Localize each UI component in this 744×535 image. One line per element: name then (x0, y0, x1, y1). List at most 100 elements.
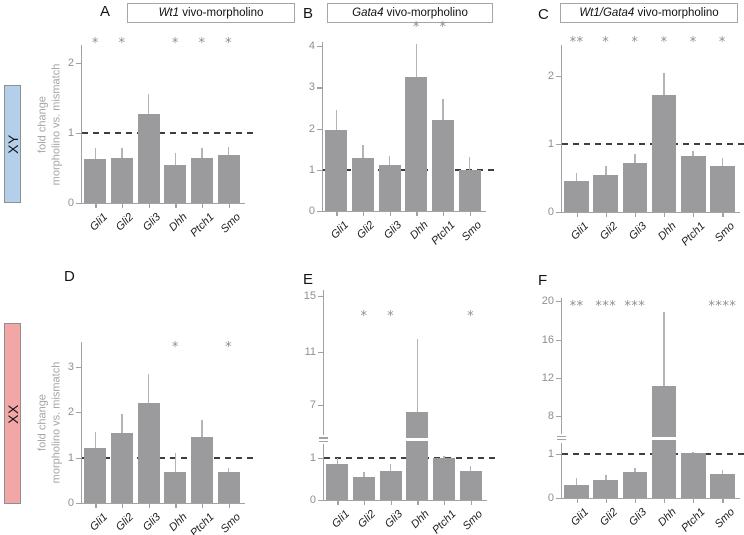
x-tick-mark (693, 213, 695, 217)
error-bar (443, 455, 445, 459)
x-tick-label: Smo (460, 508, 486, 533)
error-bar (721, 157, 724, 167)
x-tick-label: Ptch1 (188, 211, 217, 240)
panel-b-plot: 0 1 2 3 4 Gli1 Gli2 Gli3 Dhh * Ptch1 * Smo (309, 21, 497, 247)
significance-stars: * (412, 19, 420, 35)
error-bar (442, 99, 444, 122)
panel-e-plot: 0 1 7 11 15 Gli1 Gli2 * Gli3 * Dhh Ptch1 Smo * (304, 290, 498, 535)
x-tick-mark (469, 212, 471, 216)
bar-Smo (217, 155, 240, 203)
y-tick-mark (318, 351, 323, 354)
x-axis-line (322, 211, 486, 213)
y-tick-mark (318, 458, 323, 460)
x-tick-label: Dhh (167, 211, 190, 234)
panel-letter-f: F (538, 272, 548, 289)
x-tick-mark (389, 212, 391, 216)
y-tick-label: 15 (303, 290, 316, 303)
x-tick-label: Gli2 (356, 508, 379, 531)
error-bar (634, 154, 636, 165)
error-bar (663, 73, 665, 97)
bar-Gli1 (84, 447, 107, 503)
x-tick-mark (122, 504, 124, 508)
significance-stars: * (198, 35, 206, 51)
bar-Dhh (406, 412, 429, 500)
y-tick-label: 2 (67, 57, 74, 69)
x-tick-mark (693, 499, 695, 503)
y-tick-mark (317, 128, 322, 131)
x-tick-mark (443, 212, 445, 216)
y-tick-mark (317, 211, 322, 213)
y-tick-label: 0 (547, 492, 554, 504)
x-tick-mark (634, 499, 637, 503)
error-bar (362, 145, 364, 159)
y-tick-mark (556, 378, 561, 380)
x-tick-label: Dhh (167, 511, 190, 534)
y-tick-label: 1 (547, 448, 554, 460)
error-bar (147, 373, 150, 405)
bar-Gli2 (110, 432, 134, 503)
error-bar (604, 475, 607, 481)
y-tick-label: 16 (541, 334, 554, 346)
x-tick-mark (722, 213, 724, 217)
bar-Ptch1 (190, 437, 214, 503)
x-tick-label: Gli1 (568, 506, 592, 529)
y-tick-mark (556, 301, 561, 303)
x-tick-mark (363, 212, 365, 216)
y-tick-label: 3 (67, 360, 74, 373)
x-tick-mark (470, 501, 472, 505)
significance-stars: *** (624, 299, 646, 314)
x-tick-label: Gli1 (328, 219, 351, 242)
significance-stars: * (631, 35, 639, 51)
y-tick-mark (318, 500, 323, 502)
error-bar (363, 472, 365, 478)
x-tick-mark (148, 504, 150, 508)
x-tick-label: Gli1 (87, 211, 110, 234)
error-bar (468, 156, 471, 172)
error-bar (469, 465, 472, 472)
bar-Dhh (164, 164, 187, 203)
error-bar (201, 148, 203, 159)
significance-stars: * (718, 35, 726, 51)
error-bar (634, 468, 636, 474)
bar-Gli2 (352, 476, 376, 500)
x-tick-mark (175, 504, 177, 508)
x-tick-label: Dhh (655, 506, 679, 529)
x-tick-label: Smo (459, 219, 485, 244)
x-tick-label: Gli2 (355, 219, 378, 242)
panel-title-b-rest: vivo-morpholino (383, 7, 468, 19)
error-bar (692, 150, 695, 158)
x-tick-mark (634, 213, 637, 217)
y-tick-label: 11 (304, 345, 316, 358)
error-bar (227, 467, 230, 474)
reference-line-dashed (82, 456, 256, 459)
y-tick-label: 12 (541, 372, 554, 384)
bar-Ptch1 (431, 120, 455, 211)
y-tick-mark (76, 133, 81, 135)
x-tick-mark (416, 212, 418, 216)
x-tick-mark (576, 213, 578, 217)
significance-stars: * (91, 35, 99, 51)
x-tick-label: Dhh (409, 508, 432, 531)
axis-break-slash (319, 440, 328, 443)
y-axis-line (81, 45, 83, 203)
panel-title-a: Wt1 vivo-morpholino (127, 3, 295, 23)
x-tick-mark (336, 212, 338, 216)
y-tick-mark (556, 498, 561, 500)
y-tick-label: 20 (541, 295, 554, 307)
x-tick-mark (605, 213, 607, 217)
significance-stars: ** (569, 299, 584, 314)
error-bar (415, 44, 418, 79)
significance-stars: * (660, 35, 668, 51)
error-bar (604, 165, 607, 176)
x-tick-mark (576, 499, 578, 503)
y-tick-label: 7 (309, 399, 316, 412)
error-bar (416, 339, 419, 414)
y-axis-label-line1: fold change (36, 394, 49, 451)
bar-Smo (459, 470, 482, 500)
y-tick-mark (556, 212, 561, 214)
error-bar (201, 420, 203, 439)
significance-stars: * (225, 340, 233, 356)
x-tick-mark (202, 204, 204, 208)
x-axis-line (561, 498, 740, 500)
panel-title-a-gene: Wt1 (158, 7, 180, 19)
